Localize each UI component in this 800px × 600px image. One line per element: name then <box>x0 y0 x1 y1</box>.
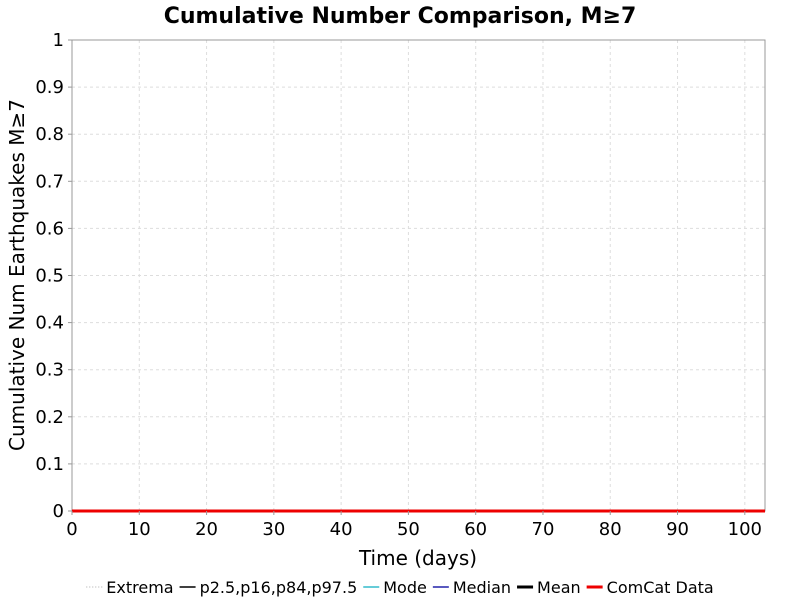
y-tick-label: 0.9 <box>35 77 64 98</box>
x-tick-label: 70 <box>532 519 555 540</box>
legend-item: Extrema <box>86 578 174 597</box>
y-tick-label: 0.7 <box>35 171 64 192</box>
legend-item: ComCat Data <box>586 578 714 597</box>
x-tick-label: 10 <box>128 519 151 540</box>
y-axis-label: Cumulative Num Earthquakes M≥7 <box>5 99 29 451</box>
legend-item: Median <box>432 578 511 597</box>
y-tick-label: 0.1 <box>35 454 64 475</box>
x-tick-label: 90 <box>666 519 689 540</box>
y-tick-label: 0.4 <box>35 313 64 334</box>
legend-label: Extrema <box>106 578 173 597</box>
x-tick-label: 40 <box>330 519 353 540</box>
y-tick-label: 0 <box>53 501 64 522</box>
legend-item: p2.5,p16,p84,p97.5 <box>179 578 358 597</box>
chart-title: Cumulative Number Comparison, M≥7 <box>164 4 637 29</box>
x-tick-label: 80 <box>599 519 622 540</box>
y-tick-label: 1 <box>53 30 64 51</box>
y-tick-label: 0.8 <box>35 124 64 145</box>
x-tick-label: 30 <box>262 519 285 540</box>
y-tick-label: 0.6 <box>35 218 64 239</box>
x-tick-label: 100 <box>728 519 762 540</box>
x-tick-label: 0 <box>66 519 77 540</box>
x-axis-label: Time (days) <box>358 546 477 570</box>
legend-label: p2.5,p16,p84,p97.5 <box>200 578 358 597</box>
legend: Extrema p2.5,p16,p84,p97.5 Mode Median Mean C… <box>86 578 714 597</box>
legend-item: Mean <box>517 578 581 597</box>
grid <box>71 39 765 512</box>
x-tick-label: 20 <box>195 519 218 540</box>
y-tick-label: 0.2 <box>35 407 64 428</box>
ticks: 0 10 20 30 40 50 60 70 80 90 100 0 0.1 0.2 0.3 0.4 0.5 0.… <box>35 30 762 540</box>
legend-label: Mean <box>537 578 581 597</box>
x-tick-label: 60 <box>464 519 487 540</box>
y-tick-label: 0.3 <box>35 360 64 381</box>
legend-label: Mode <box>383 578 427 597</box>
legend-label: ComCat Data <box>607 578 714 597</box>
legend-label: Median <box>453 578 511 597</box>
legend-item: Mode <box>363 578 427 597</box>
x-tick-label: 50 <box>397 519 420 540</box>
y-tick-label: 0.5 <box>35 266 64 287</box>
